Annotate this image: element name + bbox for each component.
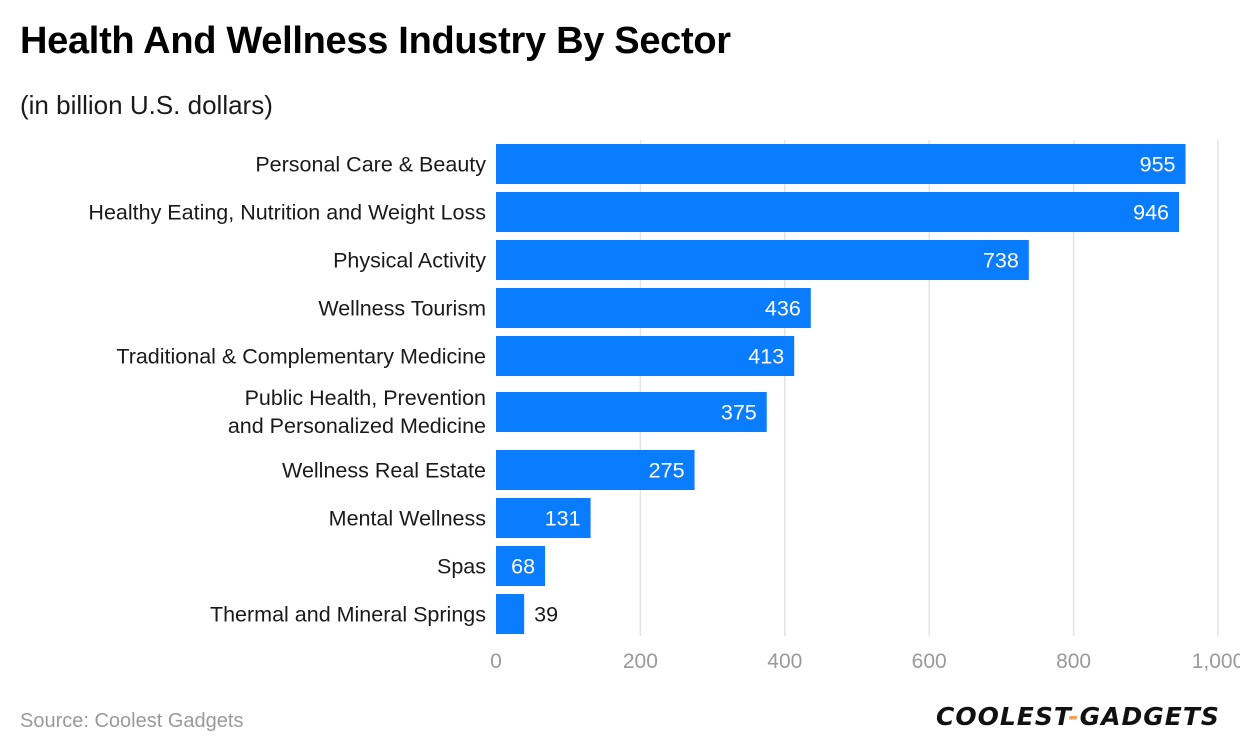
category-labels: Personal Care & Beauty Healthy Eating, Nu… — [88, 153, 486, 627]
bar — [496, 594, 525, 634]
category-label: Personal Care & Beauty — [255, 153, 486, 177]
bar-chart: Personal Care & Beauty Healthy Eating, Nu… — [88, 140, 1240, 673]
value-label: 946 — [1133, 201, 1169, 225]
x-tick-label: 400 — [767, 650, 802, 673]
x-tick-label: 600 — [912, 650, 947, 673]
x-tick-label: 0 — [490, 650, 502, 673]
value-label: 955 — [1140, 153, 1176, 177]
bar — [496, 392, 767, 432]
category-label: Public Health, Prevention and Personalize… — [228, 386, 486, 438]
x-axis-ticks: 0 200 400 600 800 1,000 — [490, 650, 1240, 673]
bar — [496, 144, 1186, 184]
value-label: 413 — [748, 345, 784, 369]
bar — [496, 288, 811, 328]
value-label: 436 — [765, 297, 801, 321]
value-label: 275 — [649, 459, 685, 483]
logo-right: GADGETS — [1079, 702, 1220, 731]
category-label: Mental Wellness — [329, 507, 486, 531]
category-label: Wellness Tourism — [318, 297, 486, 321]
bar — [496, 498, 591, 538]
value-label: 131 — [545, 507, 581, 531]
chart-title: Health And Wellness Industry By Sector — [20, 20, 731, 62]
category-label: Traditional & Complementary Medicine — [116, 345, 486, 369]
logo-separator: - — [1068, 702, 1080, 731]
x-tick-label: 800 — [1056, 650, 1091, 673]
value-label: 39 — [534, 603, 558, 627]
brand-logo: COOLEST-GADGETS — [936, 702, 1220, 731]
category-label: Healthy Eating, Nutrition and Weight Los… — [88, 201, 486, 225]
bar — [496, 192, 1180, 232]
bars — [496, 144, 1186, 634]
x-tick-label: 1,000 — [1192, 650, 1240, 673]
category-label: Thermal and Mineral Springs — [210, 603, 486, 627]
bar — [496, 450, 695, 490]
bar — [496, 240, 1029, 280]
value-label: 375 — [721, 401, 757, 425]
value-label: 738 — [983, 249, 1019, 273]
source-note: Source: Coolest Gadgets — [20, 710, 244, 732]
x-tick-label: 200 — [623, 650, 658, 673]
category-label: Physical Activity — [333, 249, 486, 273]
category-label: Wellness Real Estate — [282, 459, 486, 483]
logo-left: COOLEST — [936, 702, 1069, 731]
bar — [496, 546, 546, 586]
chart-subtitle: (in billion U.S. dollars) — [20, 90, 273, 120]
category-label: Spas — [437, 555, 486, 579]
value-labels: 955 946 738 436 413 375 275 131 68 39 — [511, 153, 1175, 627]
value-label: 68 — [511, 555, 535, 579]
bar — [496, 336, 795, 376]
